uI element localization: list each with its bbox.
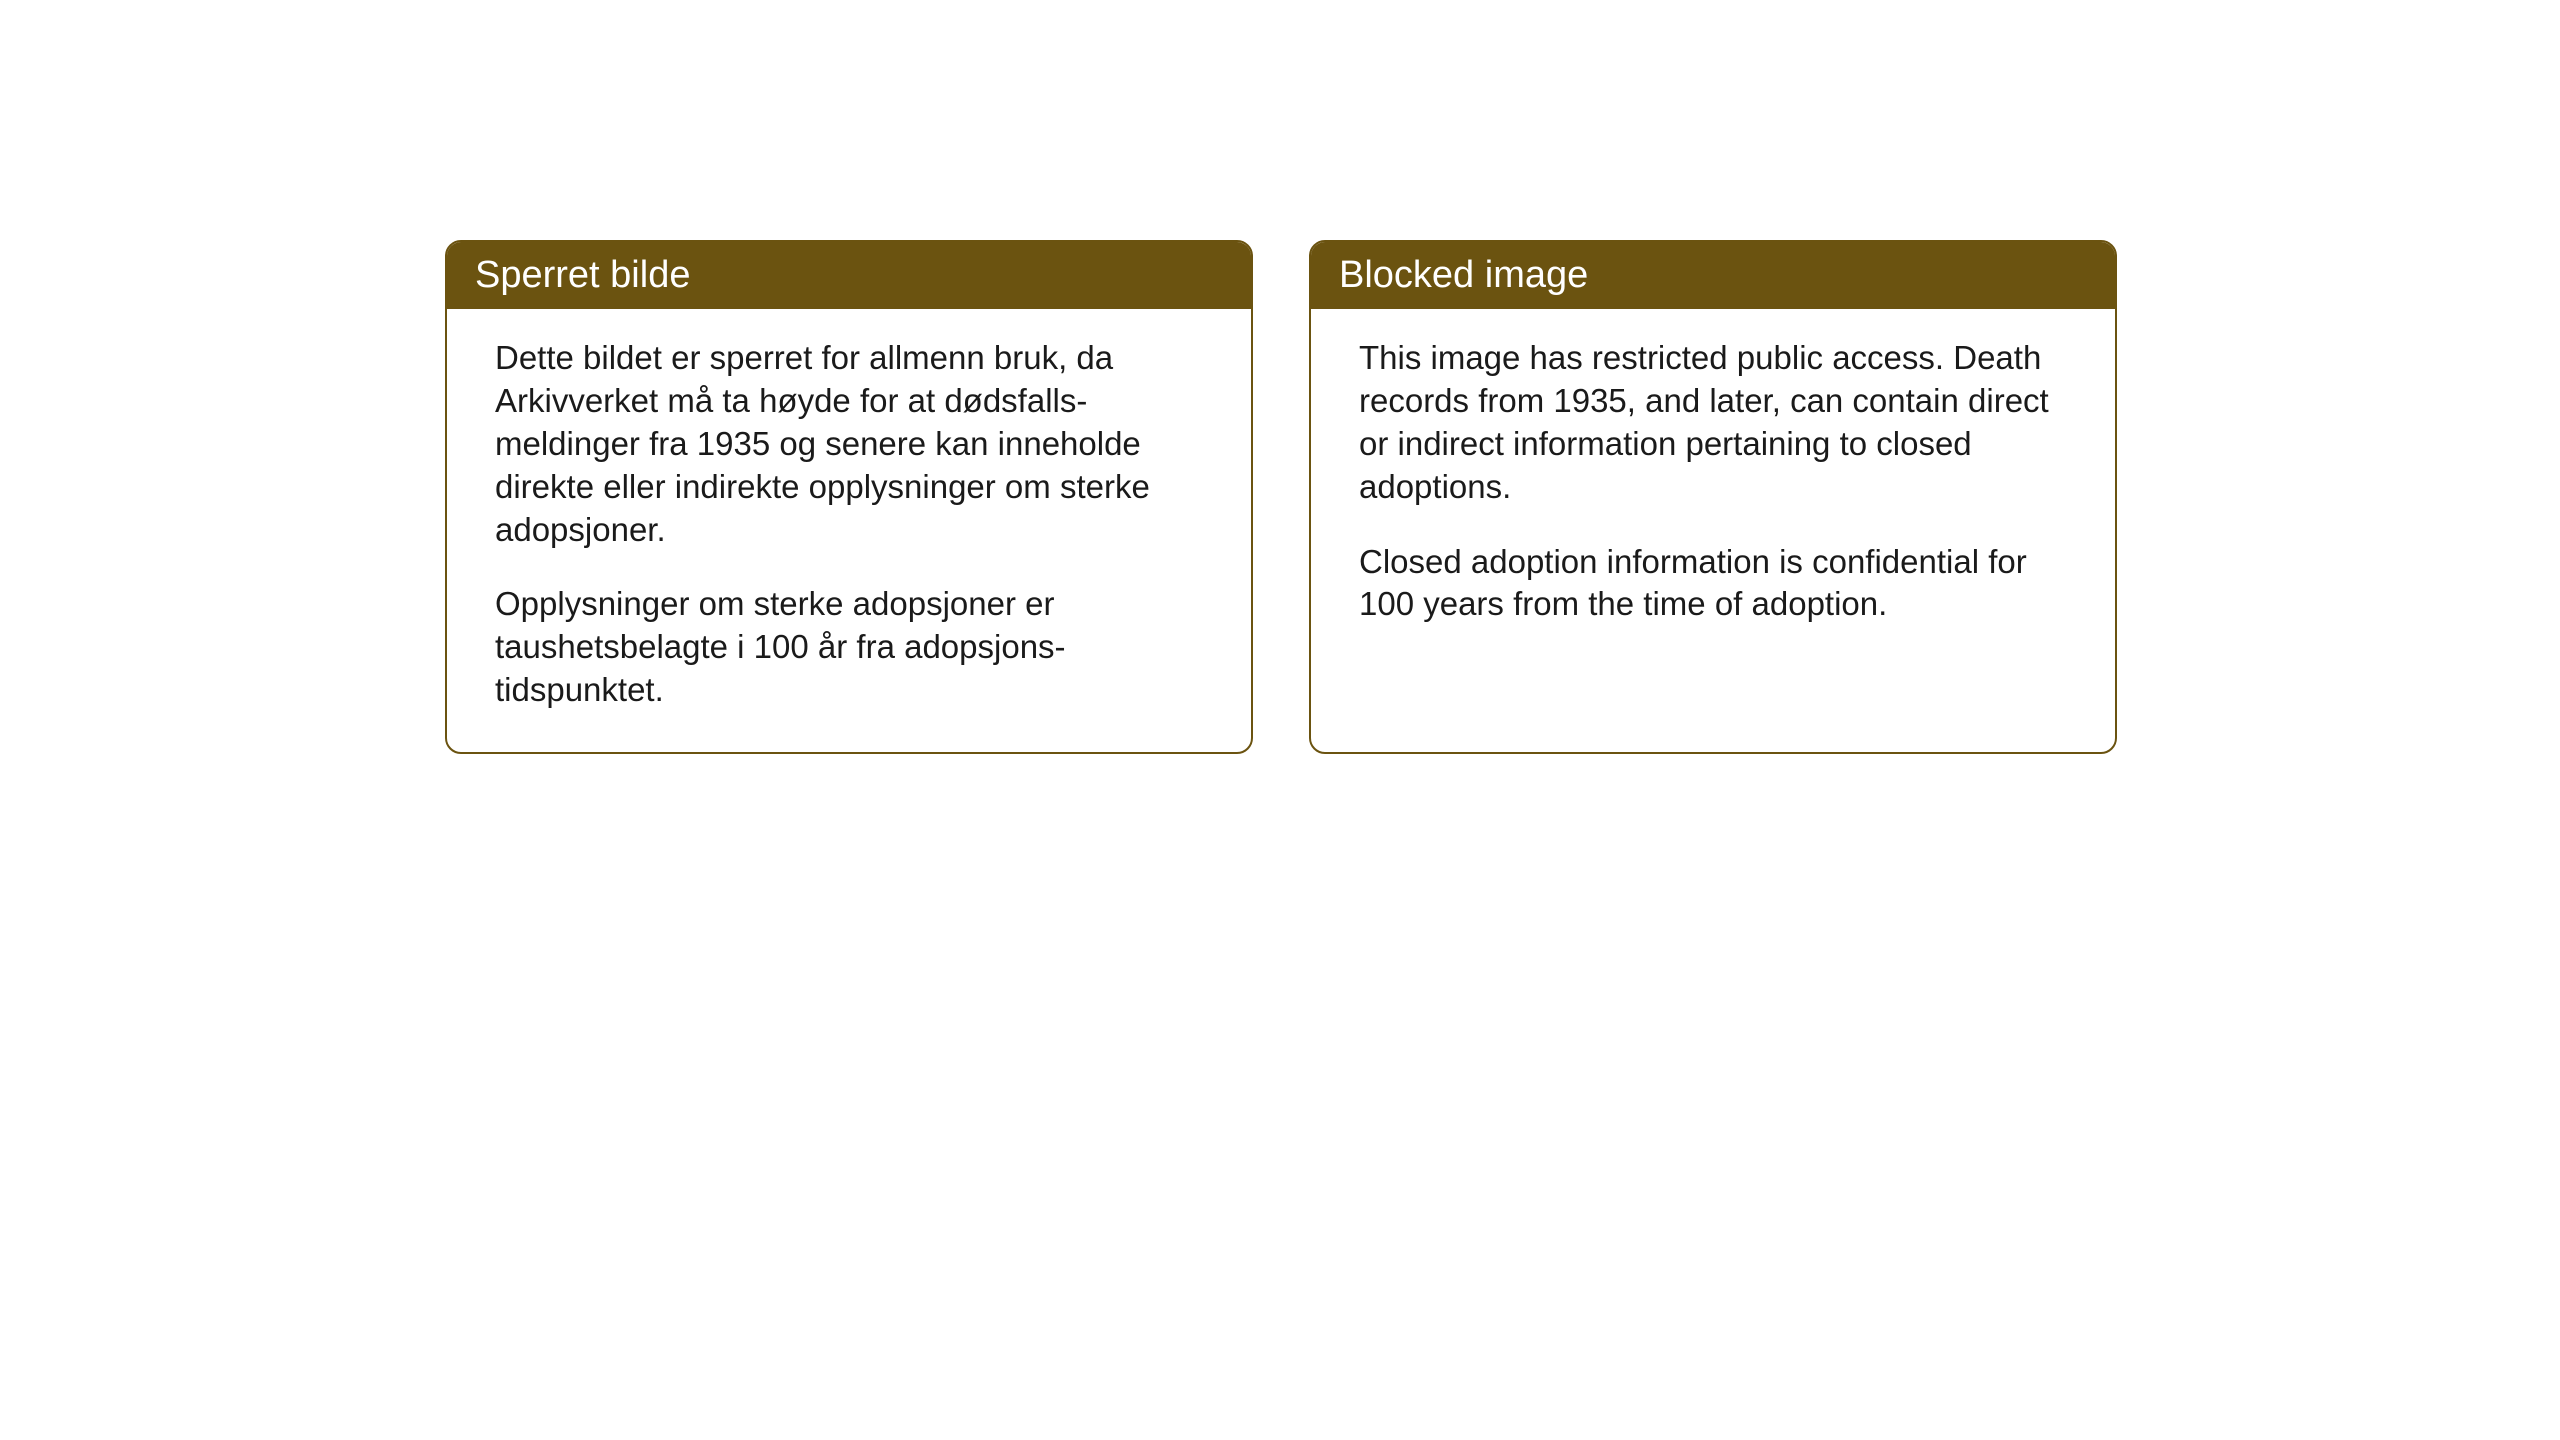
norwegian-paragraph-2: Opplysninger om sterke adopsjoner er tau… <box>495 583 1203 712</box>
norwegian-card: Sperret bilde Dette bildet er sperret fo… <box>445 240 1253 754</box>
english-paragraph-1: This image has restricted public access.… <box>1359 337 2067 509</box>
cards-container: Sperret bilde Dette bildet er sperret fo… <box>445 240 2117 754</box>
norwegian-card-title: Sperret bilde <box>475 254 690 296</box>
english-card: Blocked image This image has restricted … <box>1309 240 2117 754</box>
english-card-header: Blocked image <box>1311 242 2115 309</box>
english-card-body: This image has restricted public access.… <box>1311 309 2115 666</box>
english-paragraph-2: Closed adoption information is confident… <box>1359 541 2067 627</box>
norwegian-card-body: Dette bildet er sperret for allmenn bruk… <box>447 309 1251 752</box>
english-card-title: Blocked image <box>1339 254 1588 296</box>
norwegian-paragraph-1: Dette bildet er sperret for allmenn bruk… <box>495 337 1203 551</box>
norwegian-card-header: Sperret bilde <box>447 242 1251 309</box>
